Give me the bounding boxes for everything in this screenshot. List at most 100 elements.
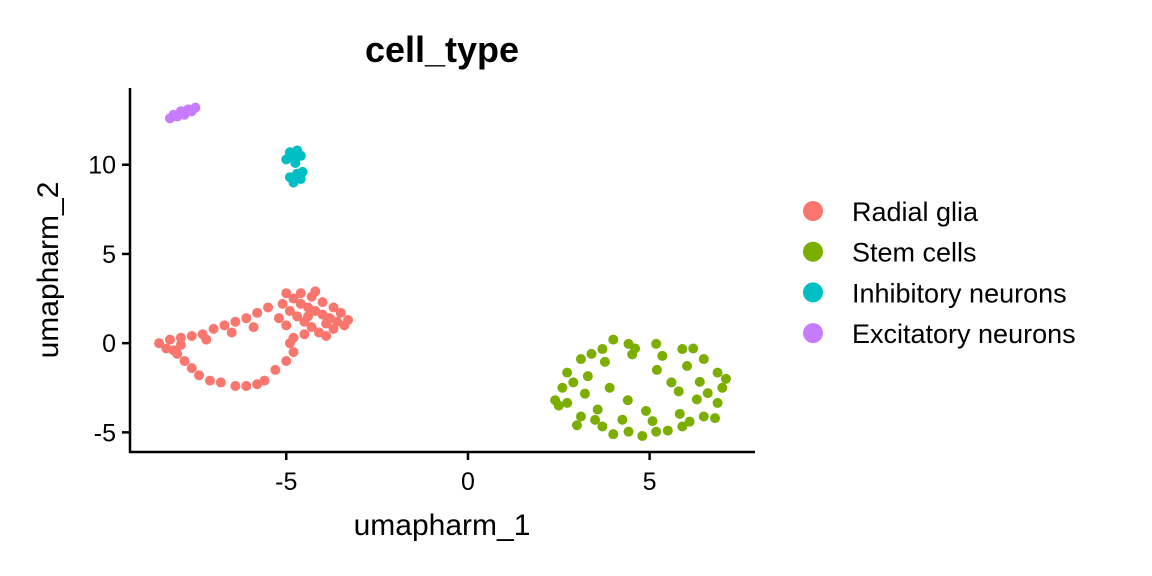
point-radial-glia: [277, 298, 288, 309]
point-radial-glia: [273, 313, 284, 324]
point-stem-cells: [702, 388, 713, 399]
point-stem-cells: [617, 414, 628, 425]
point-stem-cells: [698, 411, 709, 422]
legend-label: Radial glia: [852, 197, 979, 227]
point-excitatory-neurons: [183, 104, 194, 115]
point-radial-glia: [303, 311, 314, 322]
point-stem-cells: [592, 404, 603, 415]
point-radial-glia: [179, 356, 190, 366]
point-radial-glia: [281, 288, 292, 299]
point-radial-glia: [295, 288, 306, 299]
point-stem-cells: [651, 426, 662, 437]
y-tick-label: 0: [102, 330, 116, 358]
point-inhibitory-neurons: [290, 157, 301, 168]
point-radial-glia: [219, 320, 230, 331]
point-stem-cells: [562, 367, 573, 378]
point-stem-cells: [590, 414, 601, 425]
point-radial-glia: [288, 293, 299, 304]
point-stem-cells: [691, 394, 702, 405]
legend-label: Inhibitory neurons: [852, 278, 1067, 308]
point-radial-glia: [241, 380, 252, 391]
point-radial-glia: [288, 347, 299, 358]
legend-swatch: [803, 282, 823, 303]
point-radial-glia: [175, 339, 186, 350]
point-stem-cells: [712, 397, 723, 408]
legend: Radial glia Stem cells Inhibitory neurons E…: [803, 197, 1076, 349]
point-stem-cells: [579, 388, 590, 399]
point-radial-glia: [343, 314, 354, 325]
point-stem-cells: [568, 377, 579, 388]
point-stem-cells: [647, 416, 658, 427]
point-stem-cells: [694, 376, 705, 387]
chart-title: cell_type: [365, 29, 519, 70]
point-stem-cells: [712, 367, 723, 378]
point-radial-glia: [215, 377, 226, 388]
point-stem-cells: [688, 343, 699, 354]
point-stem-cells: [710, 413, 721, 424]
point-radial-glia: [281, 356, 292, 366]
point-stem-cells: [623, 426, 634, 437]
point-radial-glia: [299, 329, 310, 340]
point-stem-cells: [630, 343, 641, 354]
x-tick-label: 5: [643, 468, 657, 496]
point-stem-cells: [597, 421, 608, 432]
point-radial-glia: [317, 297, 328, 308]
point-stem-cells: [677, 344, 688, 355]
point-stem-cells: [674, 408, 685, 419]
point-radial-glia: [259, 375, 270, 386]
point-radial-glia: [306, 322, 317, 333]
point-radial-glia: [321, 318, 332, 329]
points-layer: [154, 102, 731, 441]
point-radial-glia: [263, 302, 274, 313]
x-tick-label: 0: [461, 468, 475, 496]
point-radial-glia: [335, 307, 346, 318]
point-radial-glia: [168, 345, 179, 356]
point-radial-glia: [194, 370, 205, 381]
point-excitatory-neurons: [168, 109, 179, 120]
y-axis-label: umapharm_2: [32, 182, 65, 359]
y-tick-label: -5: [94, 419, 116, 447]
point-stem-cells: [640, 405, 651, 416]
point-radial-glia: [328, 323, 339, 334]
point-radial-glia: [230, 316, 241, 327]
point-radial-glia: [310, 286, 321, 297]
point-radial-glia: [270, 364, 281, 375]
point-stem-cells: [608, 429, 619, 440]
point-stem-cells: [622, 395, 633, 406]
point-stem-cells: [720, 373, 731, 384]
point-stem-cells: [682, 360, 693, 371]
point-stem-cells: [604, 382, 615, 393]
legend-label: Excitatory neurons: [852, 319, 1076, 349]
point-radial-glia: [226, 327, 237, 338]
point-radial-glia: [186, 331, 197, 342]
point-radial-glia: [164, 334, 175, 345]
point-radial-glia: [281, 320, 292, 331]
point-stem-cells: [717, 382, 728, 393]
point-stem-cells: [550, 395, 561, 406]
point-inhibitory-neurons: [288, 177, 299, 188]
point-stem-cells: [651, 364, 662, 375]
point-stem-cells: [599, 356, 610, 367]
point-radial-glia: [201, 334, 212, 345]
y-tick-label: 10: [88, 152, 116, 180]
point-radial-glia: [248, 322, 259, 333]
point-stem-cells: [651, 338, 662, 349]
point-stem-cells: [637, 430, 648, 441]
y-tick-label: 5: [102, 241, 116, 269]
point-radial-glia: [328, 302, 339, 313]
legend-swatch: [803, 323, 823, 344]
point-radial-glia: [154, 338, 165, 349]
point-radial-glia: [241, 313, 252, 324]
point-stem-cells: [571, 420, 582, 431]
point-radial-glia: [186, 363, 197, 374]
x-tick-label: -5: [275, 468, 297, 496]
ticks-layer: -5 0 5 -5 0 5 10: [88, 152, 656, 496]
point-stem-cells: [677, 421, 688, 432]
point-stem-cells: [597, 344, 608, 355]
point-stem-cells: [586, 348, 597, 359]
point-radial-glia: [208, 323, 219, 334]
point-radial-glia: [230, 380, 241, 391]
x-axis-label: umapharm_1: [354, 509, 531, 542]
point-stem-cells: [657, 350, 668, 361]
